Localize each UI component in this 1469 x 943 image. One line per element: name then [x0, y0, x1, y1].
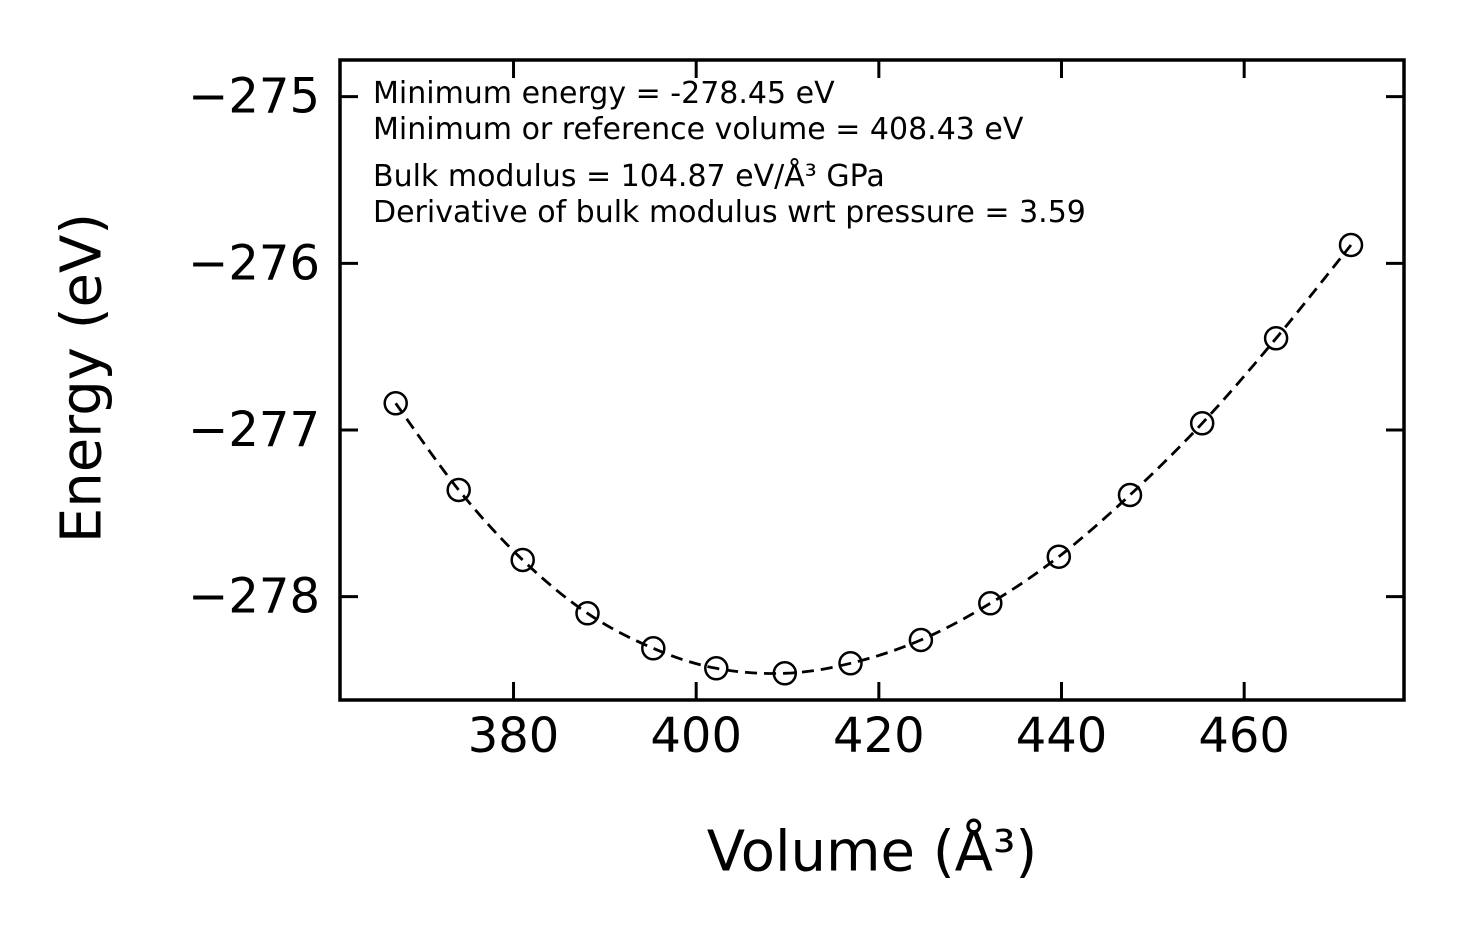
data-point-marker [1263, 326, 1289, 351]
data-point-marker [446, 477, 471, 503]
annotation-reference-volume: Minimum or reference volume = 408.43 eV [373, 112, 1024, 147]
data-point-marker [1117, 482, 1143, 508]
x-tick-label: 440 [1016, 708, 1108, 764]
y-axis-label: Energy (eV) [49, 212, 115, 544]
data-point-marker [1189, 411, 1215, 436]
data-point-marker [704, 656, 729, 681]
annotation-bulk-modulus-derivative: Derivative of bulk modulus wrt pressure … [373, 195, 1086, 230]
data-point-marker [575, 601, 600, 626]
data-point-marker [908, 627, 934, 653]
annotation-bulk-modulus: Bulk modulus = 104.87 eV/Å³ GPa [373, 159, 885, 194]
x-tick-label: 400 [650, 708, 742, 764]
x-tick-label: 420 [833, 708, 925, 764]
y-tick-label: −278 [188, 569, 320, 625]
annotation-minimum-energy: Minimum energy = -278.45 eV [373, 76, 835, 111]
data-point-marker [978, 591, 1003, 616]
data-point-marker [772, 661, 798, 686]
data-point-marker [641, 636, 666, 661]
y-tick-label: −276 [188, 235, 320, 291]
fit-annotations: Minimum energy = -278.45 eV Minimum or r… [373, 76, 1086, 231]
data-point-marker [1046, 544, 1072, 569]
data-point-marker [510, 547, 535, 573]
fit-line [394, 244, 1353, 675]
data-point-marker [383, 391, 408, 416]
y-tick-label: −275 [188, 69, 320, 125]
data-point-marker [838, 651, 863, 676]
x-axis-label: Volume (Å³) [706, 819, 1038, 885]
data-point-marker [1338, 232, 1364, 258]
x-tick-label: 380 [468, 708, 560, 764]
y-tick-label: −277 [188, 402, 320, 458]
plot-frame [338, 58, 1406, 702]
x-tick-label: 460 [1198, 708, 1290, 764]
